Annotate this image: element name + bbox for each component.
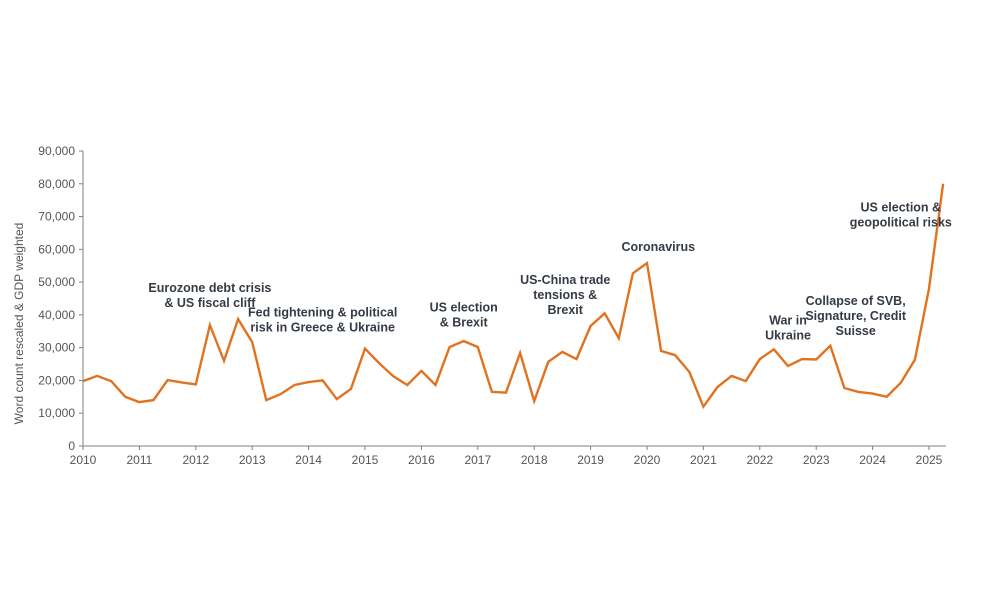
annotation: US election& Brexit — [430, 301, 498, 330]
annotation-text: US election & — [861, 201, 942, 215]
y-tick-label: 50,000 — [38, 275, 75, 289]
y-tick-label: 40,000 — [38, 308, 75, 322]
annotation-text: Coronavirus — [621, 240, 695, 254]
annotation-text: geopolitical risks — [850, 216, 952, 230]
x-tick-label: 2021 — [690, 453, 717, 467]
x-tick-label: 2013 — [239, 453, 266, 467]
annotation-text: Brexit — [548, 303, 584, 317]
x-tick-label: 2018 — [521, 453, 548, 467]
annotation-text: tensions & — [533, 288, 597, 302]
x-tick-label: 2017 — [464, 453, 491, 467]
y-axis-title: Word count rescaled & GDP weighted — [12, 223, 26, 425]
x-tick-label: 2020 — [634, 453, 661, 467]
annotation-text: Ukraine — [765, 329, 811, 343]
annotation: Eurozone debt crisis& US fiscal cliff — [148, 281, 271, 310]
x-tick-label: 2022 — [746, 453, 773, 467]
x-tick-label: 2010 — [70, 453, 97, 467]
x-tick-label: 2023 — [803, 453, 830, 467]
x-tick-label: 2014 — [295, 453, 322, 467]
series-line — [82, 183, 945, 410]
y-tick-label: 80,000 — [38, 177, 75, 191]
annotation-text: War in — [769, 314, 807, 328]
x-tick-label: 2024 — [859, 453, 886, 467]
y-tick-label: 10,000 — [38, 406, 75, 420]
y-axis: 0 10,000 20,000 30,000 40,000 50,000 60,000 70,… — [38, 144, 84, 453]
x-tick-label: 2016 — [408, 453, 435, 467]
annotation: Coronavirus — [621, 240, 695, 254]
series-group — [82, 183, 945, 410]
annotation-text: US election — [430, 301, 498, 315]
annotation: US election &geopolitical risks — [850, 201, 952, 230]
x-tick-label: 2019 — [577, 453, 604, 467]
annotation-text: Signature, Credit — [805, 309, 907, 323]
x-tick-label: 2012 — [182, 453, 209, 467]
x-axis: 2010 2011 2012 2013 2014 2015 2016 2017 2018 2019… — [70, 445, 946, 467]
y-tick-label: 30,000 — [38, 341, 75, 355]
annotation-text: Fed tightening & political — [248, 306, 397, 320]
x-tick-label: 2015 — [352, 453, 379, 467]
y-tick-label: 60,000 — [38, 242, 75, 256]
annotation-text: US-China trade — [520, 273, 610, 287]
x-tick-label: 2025 — [916, 453, 943, 467]
annotation-text: Eurozone debt crisis — [148, 281, 271, 295]
y-tick-label: 20,000 — [38, 373, 75, 387]
annotation-text: risk in Greece & Ukraine — [250, 321, 395, 335]
annotation-text: Collapse of SVB, — [806, 294, 906, 308]
x-tick-label: 2011 — [126, 453, 152, 467]
annotations-group: Eurozone debt crisis& US fiscal cliffFed… — [148, 201, 951, 343]
y-tick-label: 90,000 — [38, 144, 75, 158]
annotation-text: & US fiscal cliff — [164, 296, 256, 310]
y-tick-label: 0 — [68, 439, 75, 453]
annotation-text: Suisse — [836, 324, 876, 338]
y-tick-label: 70,000 — [38, 210, 75, 224]
annotation-text: & Brexit — [440, 316, 489, 330]
